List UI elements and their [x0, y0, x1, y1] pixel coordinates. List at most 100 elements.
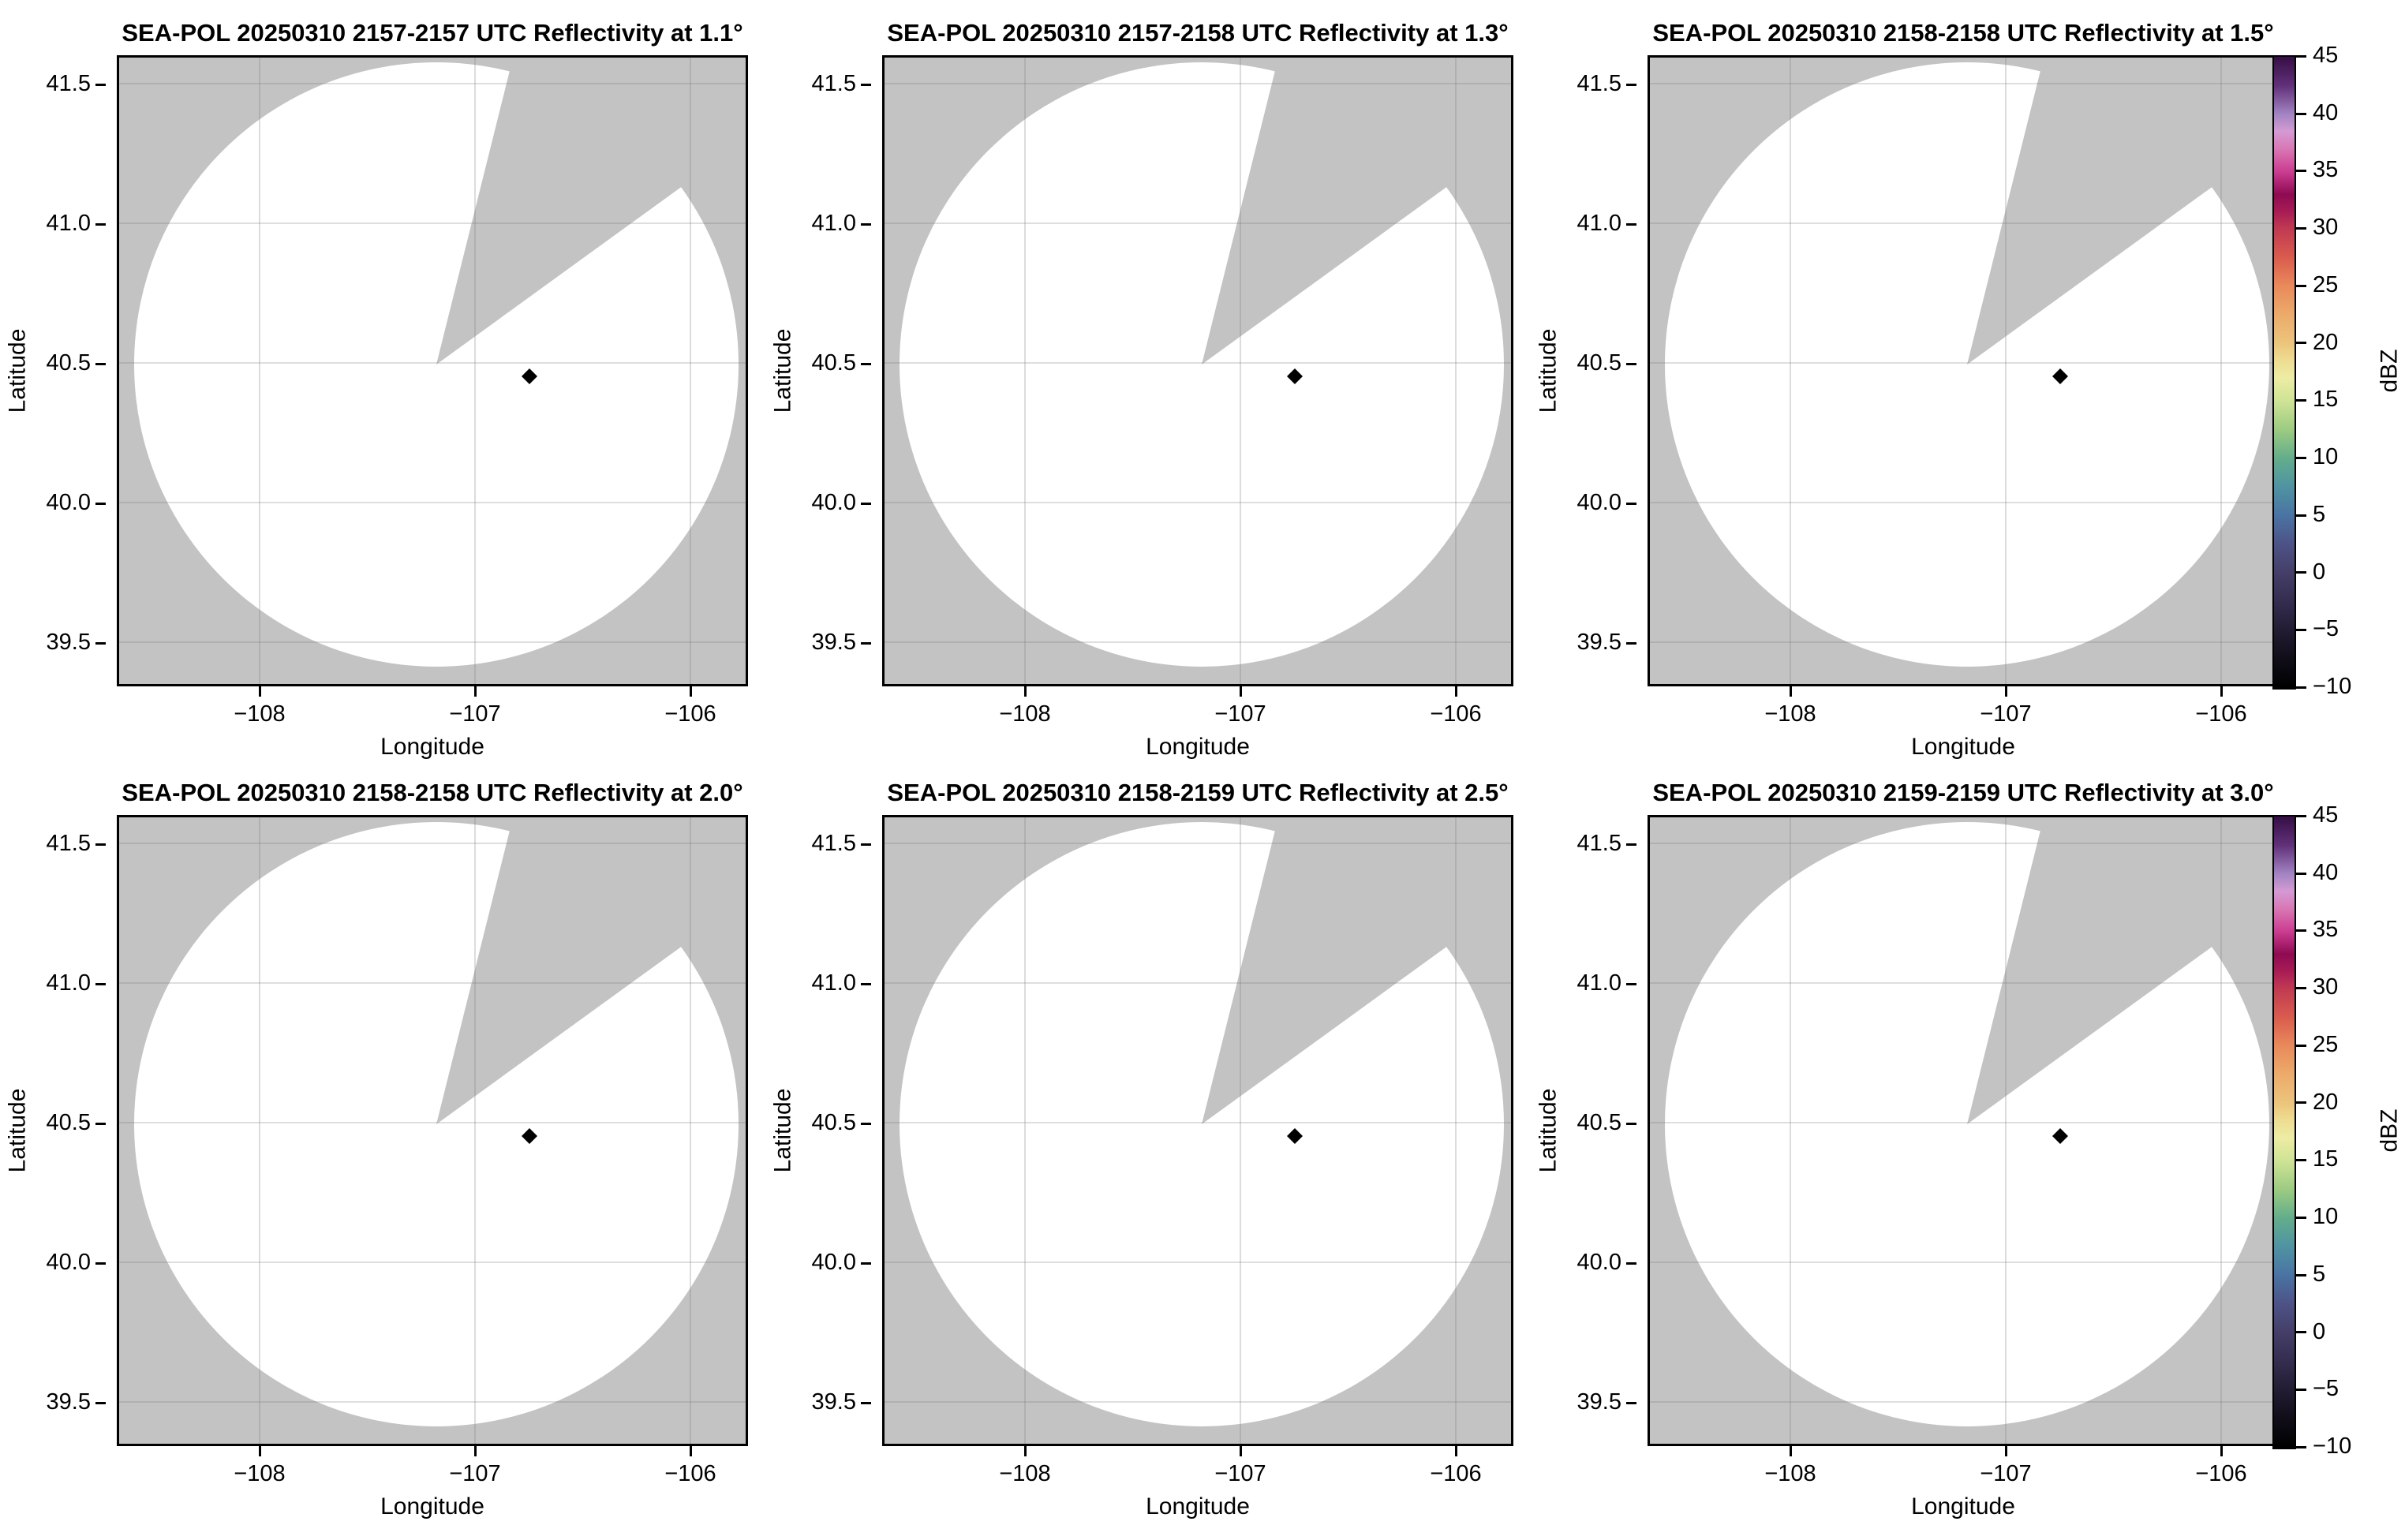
- tick-mark: [2296, 1445, 2306, 1448]
- blocked-sector-wedge: [1202, 55, 1513, 364]
- x-tick: −107: [1958, 686, 2053, 727]
- tick-mark: [861, 83, 871, 86]
- y-tick: 39.5: [1554, 1390, 1636, 1414]
- colorbar-tick: 25: [2296, 1033, 2338, 1056]
- tick-mark: [2296, 872, 2306, 875]
- colorbar-tick: 15: [2296, 1147, 2338, 1171]
- radar-map-plot: [882, 55, 1513, 686]
- tick-mark: [2296, 1389, 2306, 1392]
- blocked-sector-wedge: [436, 55, 748, 364]
- panel-title: SEA-POL 20250310 2158-2158 UTC Reflectiv…: [122, 779, 743, 806]
- tick-mark: [258, 686, 261, 697]
- gridlines: [1648, 55, 2279, 686]
- tick-mark: [95, 641, 106, 645]
- colorbar-tick: 30: [2296, 215, 2338, 239]
- tick-mark: [2004, 1446, 2007, 1456]
- panel-title: SEA-POL 20250310 2158-2159 UTC Reflectiv…: [887, 779, 1509, 806]
- radar-site-marker: [2052, 1128, 2068, 1144]
- radar-site-marker: [1287, 368, 1303, 384]
- y-tick: 39.5: [1554, 630, 1636, 654]
- gridlines: [117, 815, 748, 1446]
- colorbar-tick: 40: [2296, 861, 2338, 884]
- x-tick: −108: [978, 1446, 1072, 1487]
- tick-mark: [2296, 1273, 2306, 1276]
- y-tick: 39.5: [789, 1390, 871, 1414]
- y-tick: 41.5: [24, 72, 106, 95]
- x-axis-label: Longitude: [1911, 734, 2015, 760]
- tick-mark: [2296, 629, 2306, 632]
- tick-mark: [95, 83, 106, 86]
- tick-mark: [861, 502, 871, 505]
- radar-map-plot: [117, 815, 748, 1446]
- y-tick: 40.5: [1554, 351, 1636, 375]
- axes-frame: [882, 55, 1513, 686]
- tick-mark: [2220, 1446, 2223, 1456]
- tick-mark: [95, 1262, 106, 1265]
- tick-mark: [2296, 1044, 2306, 1047]
- colorbar-gradient: [2272, 815, 2296, 1449]
- radar-site-marker: [522, 1128, 537, 1144]
- colorbar-tick: 0: [2296, 1320, 2325, 1344]
- y-tick: 39.5: [24, 630, 106, 654]
- x-axis-label: Longitude: [1146, 1493, 1250, 1519]
- x-tick: −108: [1743, 686, 1838, 727]
- x-tick: −107: [1193, 1446, 1288, 1487]
- y-tick: 40.0: [1554, 1250, 1636, 1274]
- radar-panel-5: SEA-POL 20250310 2158-2159 UTC Reflectiv…: [765, 777, 1515, 1534]
- x-tick: −107: [1193, 686, 1288, 727]
- y-tick: 40.5: [789, 351, 871, 375]
- tick-mark: [861, 1401, 871, 1404]
- tick-mark: [1626, 1262, 1636, 1265]
- y-tick: 41.5: [1554, 832, 1636, 855]
- tick-mark: [2296, 399, 2306, 402]
- y-tick: 40.0: [24, 491, 106, 514]
- tick-mark: [689, 686, 692, 697]
- x-tick: −108: [1743, 1446, 1838, 1487]
- colorbar-tick: 5: [2296, 1262, 2325, 1286]
- tick-mark: [95, 982, 106, 985]
- colorbar-tick: 20: [2296, 331, 2338, 354]
- y-tick: 41.5: [24, 832, 106, 855]
- gridlines: [1648, 815, 2279, 1446]
- colorbar-ticks: 45 40 35 30 25 20 15 10 5 0 −5 −10: [2296, 803, 2383, 1458]
- panel-title: SEA-POL 20250310 2158-2158 UTC Reflectiv…: [1652, 19, 2274, 47]
- tick-mark: [1023, 686, 1027, 697]
- colorbar-row-2: 45 40 35 30 25 20 15 10 5 0 −5 −10 dBZ: [2272, 803, 2405, 1458]
- colorbar-tick: 30: [2296, 975, 2338, 999]
- tick-mark: [1454, 686, 1457, 697]
- panel-title: SEA-POL 20250310 2157-2158 UTC Reflectiv…: [887, 19, 1509, 47]
- y-tick: 41.0: [1554, 971, 1636, 995]
- tick-mark: [2296, 1331, 2306, 1334]
- radar-map-plot: [882, 815, 1513, 1446]
- tick-mark: [861, 362, 871, 365]
- colorbar-tick: 45: [2296, 43, 2338, 67]
- colorbar-tick: 15: [2296, 387, 2338, 411]
- y-tick: 41.0: [789, 211, 871, 235]
- axes-frame: [117, 55, 748, 686]
- tick-mark: [861, 982, 871, 985]
- tick-mark: [2296, 342, 2306, 345]
- tick-mark: [1626, 641, 1636, 645]
- tick-mark: [2296, 686, 2306, 689]
- gridlines: [882, 815, 1513, 1446]
- colorbar-tick: −10: [2296, 675, 2351, 698]
- x-axis-label: Longitude: [380, 734, 484, 760]
- x-tick: −106: [643, 1446, 738, 1487]
- y-tick: 39.5: [24, 1390, 106, 1414]
- gridlines: [882, 55, 1513, 686]
- tick-mark: [95, 1122, 106, 1125]
- tick-mark: [2296, 227, 2306, 230]
- tick-mark: [2296, 54, 2306, 58]
- blocked-sector-wedge: [1202, 815, 1513, 1124]
- axes-frame: [882, 815, 1513, 1446]
- y-tick: 41.0: [24, 971, 106, 995]
- radar-panel-1: SEA-POL 20250310 2157-2157 UTC Reflectiv…: [0, 17, 750, 775]
- x-axis-label: Longitude: [1146, 734, 1250, 760]
- x-tick: −107: [428, 686, 522, 727]
- tick-mark: [861, 1122, 871, 1125]
- colorbar-tick: 10: [2296, 1205, 2338, 1228]
- tick-mark: [95, 222, 106, 226]
- tick-mark: [1454, 1446, 1457, 1456]
- radar-site-marker: [2052, 368, 2068, 384]
- tick-mark: [2296, 1159, 2306, 1162]
